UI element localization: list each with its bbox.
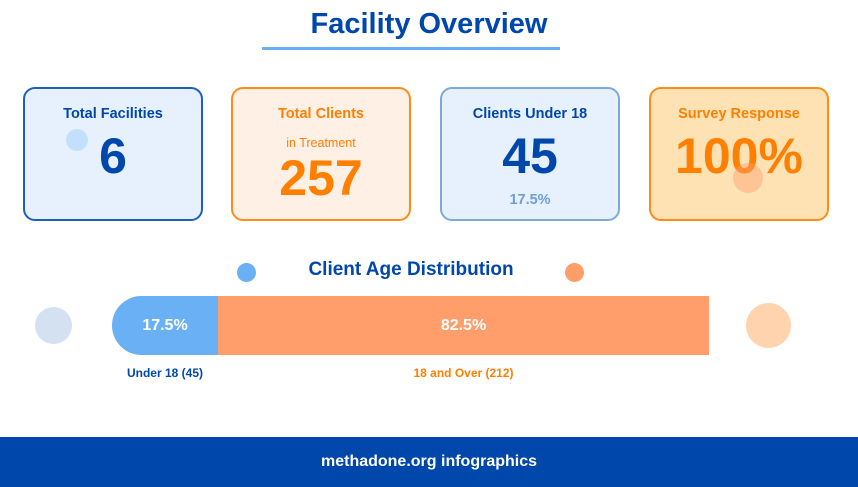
decorative-dot <box>565 263 584 282</box>
card-value: 100% <box>675 128 803 184</box>
decorative-dot <box>66 129 88 151</box>
card-label: Total Facilities <box>63 106 163 122</box>
page-title: Facility Overview <box>310 8 548 40</box>
card-total-clients: Total Clients in Treatment 257 <box>231 87 411 221</box>
card-label: Survey Response <box>678 106 800 122</box>
section-title: Client Age Distribution <box>308 259 514 280</box>
card-total-facilities: Total Facilities 6 <box>23 87 203 221</box>
decorative-dot <box>237 263 256 282</box>
card-sublabel: in Treatment <box>286 136 356 150</box>
decorative-dot <box>733 163 763 193</box>
card-survey-response: Survey Response 100% <box>649 87 829 221</box>
bar-segment-under-18: 17.5% <box>112 296 218 355</box>
footer: methadone.org infographics <box>0 437 858 487</box>
decorative-dot <box>35 307 72 344</box>
bar-segment-18-and-over: 82.5% <box>218 296 709 355</box>
footer-text: methadone.org infographics <box>320 453 537 470</box>
card-label: Total Clients <box>278 106 364 122</box>
card-value: 45 <box>502 128 558 184</box>
card-value: 6 <box>99 128 127 184</box>
card-value: 257 <box>279 150 363 206</box>
title-underline <box>262 47 560 50</box>
card-clients-under-18: Clients Under 18 45 17.5% <box>440 87 620 221</box>
bar-label-under-18: Under 18 (45) <box>126 366 204 380</box>
bar-label-18-and-over: 18 and Over (212) <box>413 366 514 380</box>
card-label: Clients Under 18 <box>472 106 588 122</box>
card-sub: 17.5% <box>509 192 551 208</box>
decorative-dot <box>746 303 791 348</box>
